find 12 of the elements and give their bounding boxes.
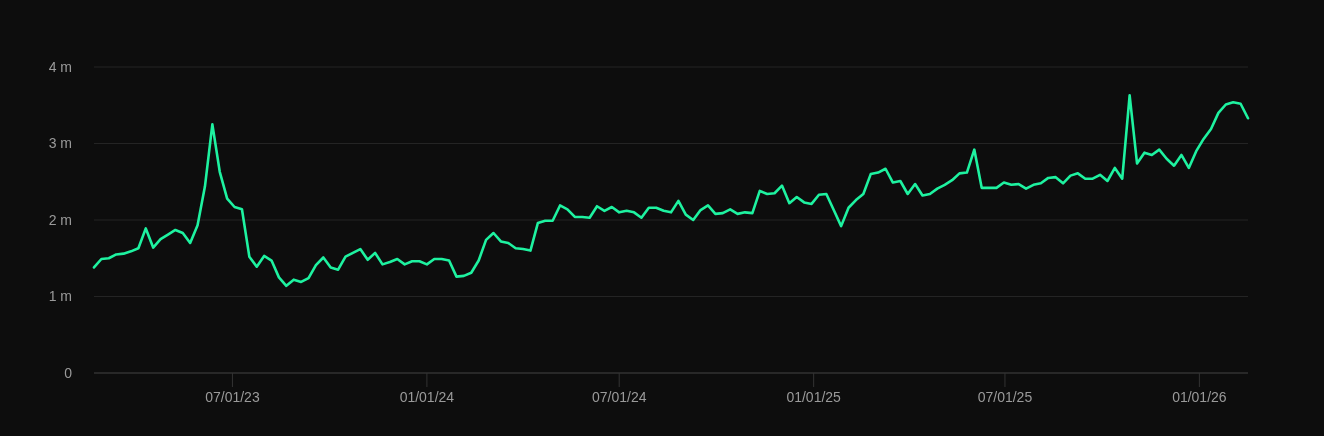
line-series: [92, 94, 1250, 288]
y-tick-label: 4 m: [48, 58, 72, 75]
x-tick-label: 07/01/23: [205, 389, 260, 405]
y-tick-label: 2 m: [48, 211, 72, 228]
x-tick-label: 01/01/25: [786, 389, 842, 405]
y-tick-label: 3 m: [48, 135, 72, 152]
y-tick-label: 0: [64, 364, 73, 381]
x-tick-label: 01/01/26: [1172, 389, 1227, 405]
x-tick-label: 07/01/24: [591, 389, 647, 405]
x-tick-label: 01/01/24: [399, 389, 455, 405]
y-tick-label: 1 m: [48, 288, 72, 305]
x-tick-label: 07/01/25: [977, 389, 1033, 405]
